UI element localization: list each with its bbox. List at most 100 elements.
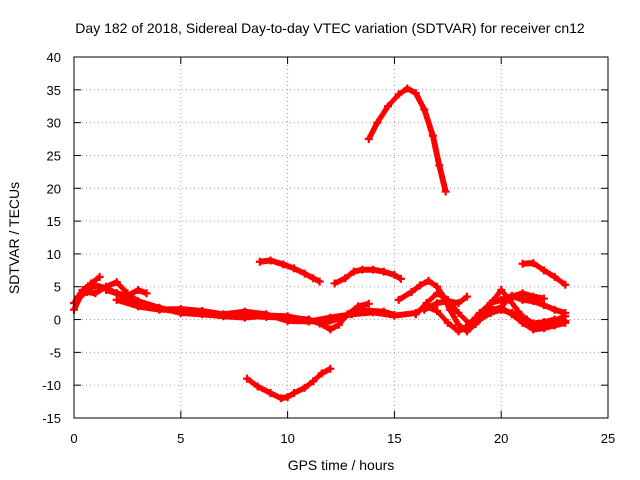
data-point (486, 308, 495, 317)
series-track-7 (255, 256, 324, 286)
data-point (454, 320, 463, 329)
x-tick-label: 10 (280, 431, 294, 446)
data-point (561, 280, 570, 289)
data-point (283, 392, 292, 401)
data-point (277, 394, 286, 403)
y-axis: -15 -10 -5 0 5 10 15 20 25 30 35 40 (42, 50, 608, 426)
data-point (112, 278, 121, 287)
data-point (441, 187, 450, 196)
data-point (433, 307, 442, 316)
data-point (529, 292, 538, 301)
data-point (300, 383, 309, 392)
data-point (539, 266, 548, 275)
data-point (475, 308, 484, 317)
data-point (123, 291, 132, 300)
data-point (507, 308, 516, 317)
data-point (539, 294, 548, 303)
x-axis: 0 5 10 15 20 25 (70, 57, 615, 446)
data-point (550, 272, 559, 281)
data-point (330, 279, 339, 288)
data-point (411, 310, 420, 319)
x-tick-label: 5 (177, 431, 184, 446)
data-point (561, 316, 570, 325)
y-tick-label: 40 (47, 50, 61, 65)
y-axis-label: SDTVAR / TECUs (6, 182, 22, 294)
data-point (219, 310, 228, 319)
data-point (300, 269, 309, 278)
data-point (95, 272, 104, 281)
data-point (176, 305, 185, 314)
data-point (243, 374, 252, 383)
data-point (253, 382, 262, 391)
data-point (507, 292, 516, 301)
y-tick-label: 0 (54, 313, 61, 328)
x-tick-label: 15 (387, 431, 401, 446)
data-point (443, 318, 452, 327)
data-point (91, 289, 100, 298)
data-point (142, 289, 151, 298)
data-point (358, 265, 367, 274)
data-point (463, 327, 472, 336)
y-tick-label: -15 (42, 411, 61, 426)
series-track-1 (70, 281, 373, 334)
x-axis-label: GPS time / hours (288, 457, 395, 473)
data-point (364, 299, 373, 308)
data-point (198, 307, 207, 316)
x-tick-label: 0 (70, 431, 77, 446)
data-point (424, 276, 433, 285)
data-point (383, 102, 392, 111)
data-point (518, 314, 527, 323)
data-point (379, 267, 388, 276)
data-point (465, 319, 474, 328)
data-point (529, 319, 538, 328)
data-point (364, 135, 373, 144)
y-tick-label: 25 (47, 148, 61, 163)
grid (74, 57, 608, 418)
y-tick-label: -10 (42, 378, 61, 393)
data-point (326, 364, 335, 373)
data-point (240, 307, 249, 316)
y-tick-label: 5 (54, 280, 61, 295)
data-point (266, 256, 275, 265)
data-point (454, 308, 463, 317)
data-point (454, 299, 463, 308)
data-point (561, 308, 570, 317)
data-point (290, 389, 299, 398)
y-tick-label: 15 (47, 214, 61, 229)
data-point (433, 289, 442, 298)
data-point (497, 286, 506, 295)
data-point (394, 90, 403, 99)
series-marks (331, 266, 404, 287)
y-tick-label: -5 (49, 345, 61, 360)
x-tick-label: 20 (494, 431, 508, 446)
series-marks (365, 85, 449, 195)
series-track-6 (243, 364, 335, 403)
data-point (518, 259, 527, 268)
data-point (396, 274, 405, 283)
data-point (309, 274, 318, 283)
data-point (262, 310, 271, 319)
data-point (411, 89, 420, 98)
data-point (82, 287, 91, 296)
data-point (155, 305, 164, 314)
data-point (433, 299, 442, 308)
data-point (290, 264, 299, 273)
series-layer (70, 84, 570, 403)
data-point (309, 377, 318, 386)
data-point (445, 305, 454, 314)
data-point (390, 270, 399, 279)
series-track-9 (364, 84, 450, 196)
data-point (403, 84, 412, 93)
data-point (326, 313, 335, 322)
data-point (550, 305, 559, 314)
data-point (394, 295, 403, 304)
data-point (420, 305, 429, 314)
series-track-4 (102, 286, 151, 300)
data-point (420, 105, 429, 114)
data-point (102, 286, 111, 295)
plot-frame (73, 56, 609, 419)
data-point (315, 277, 324, 286)
data-point (518, 289, 527, 298)
data-point (407, 287, 416, 296)
